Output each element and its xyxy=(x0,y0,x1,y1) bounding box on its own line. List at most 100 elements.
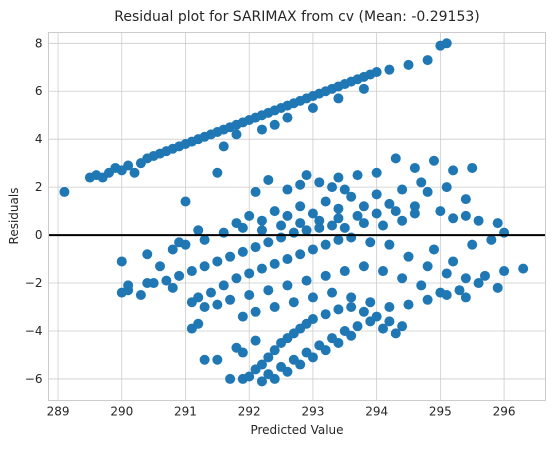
data-point xyxy=(320,196,331,207)
data-point xyxy=(409,208,420,219)
data-point xyxy=(244,268,255,279)
data-point xyxy=(365,237,376,248)
y-tick-label: 0 xyxy=(35,228,43,242)
x-tick-label: 292 xyxy=(238,405,261,419)
data-point xyxy=(416,177,427,188)
data-point xyxy=(339,184,350,195)
data-point xyxy=(116,256,127,267)
data-point xyxy=(263,285,274,296)
data-point xyxy=(231,273,242,284)
data-point xyxy=(155,261,166,272)
data-point xyxy=(384,302,395,313)
data-point xyxy=(320,345,331,356)
data-point xyxy=(371,67,382,78)
data-point xyxy=(250,186,261,197)
data-point xyxy=(256,263,267,274)
data-point xyxy=(467,162,478,173)
y-tick-label: 8 xyxy=(35,36,43,50)
data-point xyxy=(282,280,293,291)
data-point xyxy=(352,210,363,221)
data-point xyxy=(212,256,223,267)
data-point xyxy=(135,290,146,301)
data-point xyxy=(282,184,293,195)
data-point xyxy=(193,225,204,236)
data-point xyxy=(269,258,280,269)
data-point xyxy=(448,256,459,267)
data-point xyxy=(346,232,357,243)
data-point xyxy=(441,290,452,301)
data-point xyxy=(263,352,274,363)
data-point xyxy=(333,213,344,224)
plot-frame xyxy=(48,32,546,401)
data-point xyxy=(473,278,484,289)
data-point xyxy=(295,179,306,190)
data-point xyxy=(358,261,369,272)
data-point xyxy=(307,292,318,303)
data-point xyxy=(499,227,510,238)
data-point xyxy=(282,366,293,377)
x-axis-label: Predicted Value xyxy=(250,423,343,437)
data-point xyxy=(390,206,401,217)
data-point xyxy=(390,153,401,164)
x-tick-label: 296 xyxy=(493,405,516,419)
data-point xyxy=(428,244,439,255)
data-point xyxy=(460,273,471,284)
data-point xyxy=(314,215,325,226)
data-point xyxy=(422,261,433,272)
data-point xyxy=(416,280,427,291)
data-point xyxy=(435,206,446,217)
data-point xyxy=(479,270,490,281)
data-point xyxy=(358,218,369,229)
data-point xyxy=(428,155,439,166)
data-point xyxy=(295,249,306,260)
data-point xyxy=(307,244,318,255)
data-point xyxy=(333,172,344,183)
y-tick-labels: −6 −4 −2 0 2 4 6 8 xyxy=(25,36,43,386)
data-point xyxy=(212,299,223,310)
data-point xyxy=(358,201,369,212)
data-point xyxy=(333,93,344,104)
chart-title: Residual plot for SARIMAX from cv (Mean:… xyxy=(114,9,479,25)
data-point xyxy=(339,266,350,277)
data-point xyxy=(333,337,344,348)
data-point xyxy=(295,218,306,229)
data-point xyxy=(218,227,229,238)
data-point xyxy=(384,316,395,327)
data-point xyxy=(205,287,216,298)
data-point xyxy=(180,239,191,250)
data-point xyxy=(492,218,503,229)
data-point xyxy=(365,297,376,308)
data-point xyxy=(180,196,191,207)
data-point xyxy=(403,59,414,70)
data-point xyxy=(441,182,452,193)
data-point xyxy=(167,282,178,293)
data-point xyxy=(378,323,389,334)
data-point xyxy=(301,170,312,181)
data-point xyxy=(492,282,503,293)
data-point xyxy=(314,222,325,233)
data-point xyxy=(256,215,267,226)
data-point xyxy=(256,225,267,236)
x-tick-label: 290 xyxy=(110,405,133,419)
data-point xyxy=(212,354,223,365)
data-point xyxy=(174,270,185,281)
data-point xyxy=(384,239,395,250)
data-point xyxy=(378,266,389,277)
data-point xyxy=(409,162,420,173)
data-point xyxy=(333,234,344,245)
data-point xyxy=(301,275,312,286)
data-point xyxy=(276,232,287,243)
y-tick-label: −2 xyxy=(25,276,43,290)
data-point xyxy=(295,201,306,212)
data-point xyxy=(256,359,267,370)
data-point xyxy=(473,215,484,226)
data-points xyxy=(59,38,529,387)
data-point xyxy=(263,237,274,248)
data-point xyxy=(460,292,471,303)
data-point xyxy=(403,299,414,310)
data-point xyxy=(346,330,357,341)
data-point xyxy=(358,83,369,94)
data-point xyxy=(333,203,344,214)
